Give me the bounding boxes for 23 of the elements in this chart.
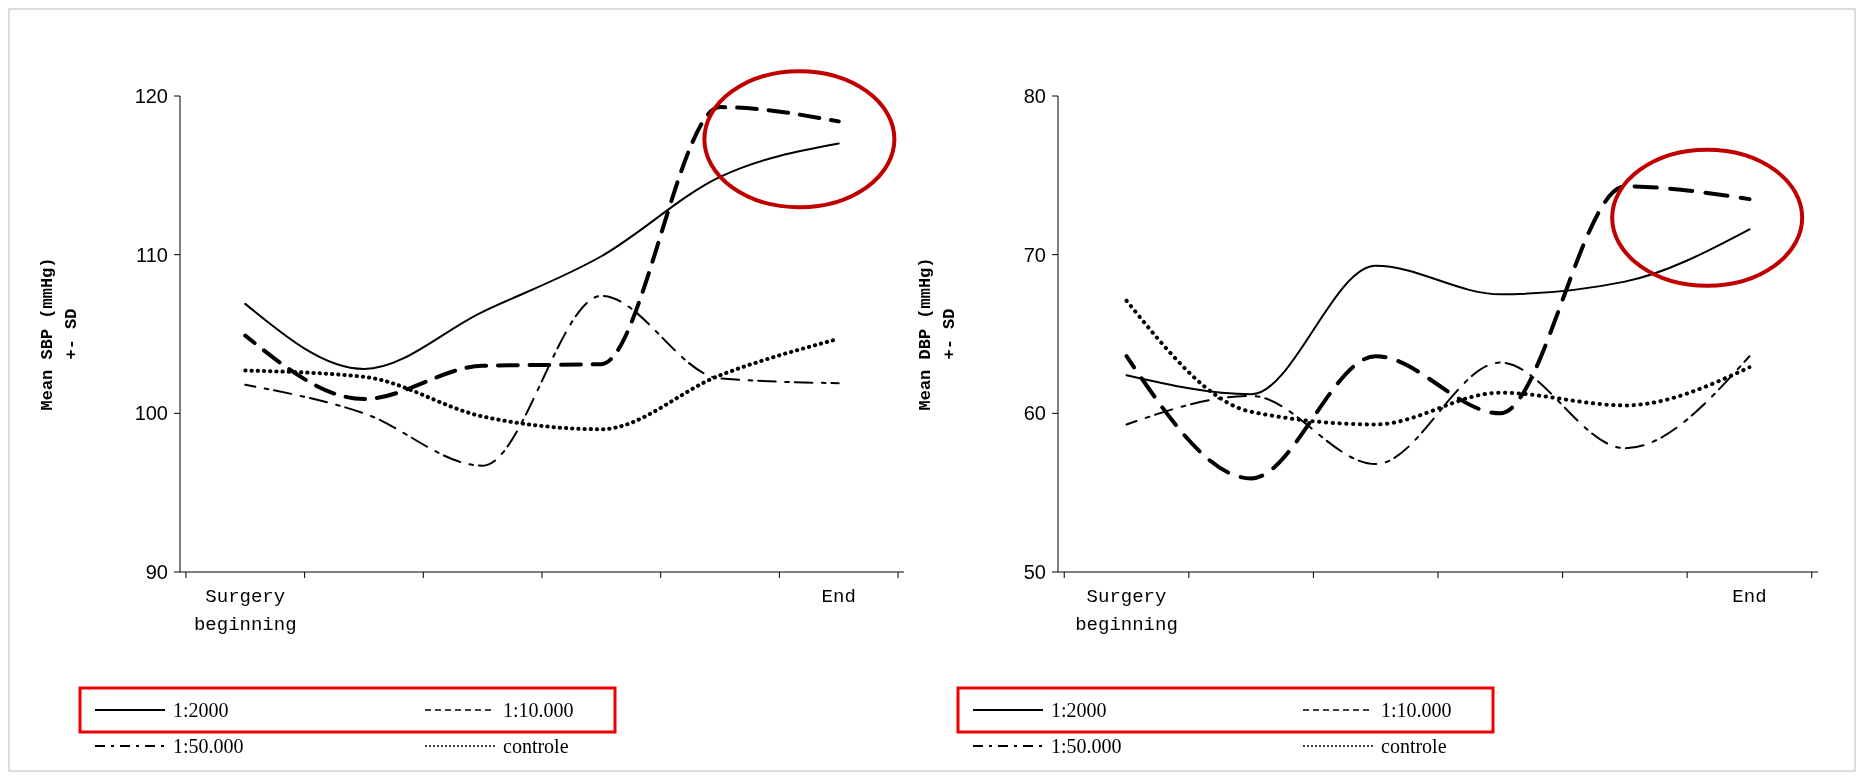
- y-axis-title: Mean SBP (mmHg) +- SD: [38, 257, 81, 411]
- legend-label: 1:50.000: [1051, 735, 1122, 757]
- x-tick-label: End: [1732, 586, 1767, 608]
- y-tick-label: 110: [136, 243, 168, 266]
- legend-label: controle: [1381, 735, 1447, 757]
- y-axis-title: Mean DBP (mmHg) +- SD: [916, 257, 959, 411]
- y-tick-label: 90: [145, 561, 168, 583]
- x-tick-label: End: [821, 586, 856, 608]
- y-tick-label: 120: [134, 85, 168, 107]
- y-tick-label: 80: [1023, 85, 1046, 107]
- legend-label: 1:2000: [1051, 699, 1107, 721]
- legend-label: 1:2000: [173, 699, 229, 721]
- x-tick-label: Surgery beginning: [1075, 586, 1178, 636]
- line-series: [1124, 184, 1752, 481]
- legend-label: 1:10.000: [503, 699, 574, 721]
- y-tick-label: 100: [134, 402, 168, 425]
- x-tick-label: Surgery beginning: [193, 586, 297, 636]
- legend-label: controle: [503, 735, 569, 757]
- y-tick-label: 50: [1023, 561, 1046, 583]
- legend-label: 1:50.000: [173, 735, 244, 757]
- legend-label: 1:10.000: [1381, 699, 1452, 721]
- y-tick-label: 70: [1023, 243, 1046, 266]
- y-tick-label: 60: [1023, 402, 1046, 425]
